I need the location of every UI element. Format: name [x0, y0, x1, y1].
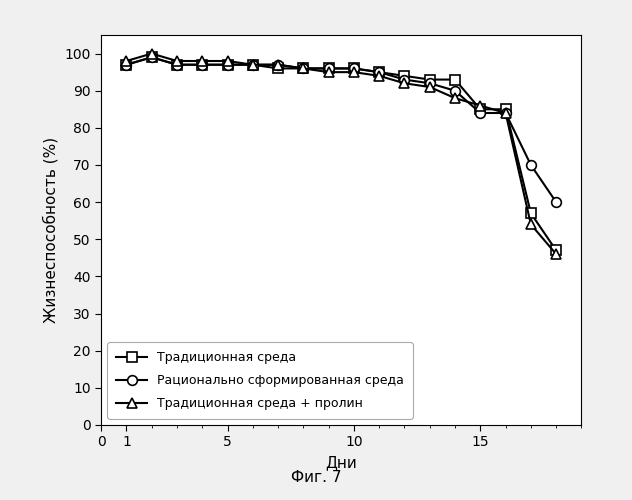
Традиционная среда + пролин — [426, 84, 434, 90]
Традиционная среда + пролин — [224, 58, 231, 64]
Рационально сформированная среда — [300, 66, 307, 71]
Традиционная среда — [552, 248, 560, 254]
Традиционная среда + пролин — [148, 50, 155, 56]
Традиционная среда + пролин — [350, 69, 358, 75]
Line: Традиционная среда + пролин: Традиционная среда + пролин — [121, 48, 561, 259]
Традиционная среда — [274, 66, 282, 71]
Традиционная среда + пролин — [552, 251, 560, 257]
Рационально сформированная среда — [350, 66, 358, 71]
Рационально сформированная среда — [325, 66, 332, 71]
Text: Фиг. 7: Фиг. 7 — [291, 470, 341, 485]
Рационально сформированная среда — [451, 88, 459, 94]
Традиционная среда — [401, 73, 408, 79]
Традиционная среда + пролин — [477, 102, 484, 108]
Традиционная среда — [451, 76, 459, 82]
Рационально сформированная среда — [249, 62, 257, 68]
Legend: Традиционная среда, Рационально сформированная среда, Традиционная среда + проли: Традиционная среда, Рационально сформиро… — [107, 342, 413, 419]
Традиционная среда — [375, 69, 383, 75]
Традиционная среда — [502, 106, 509, 112]
Рационально сформированная среда — [552, 199, 560, 205]
Рационально сформированная среда — [224, 62, 231, 68]
Рационально сформированная среда — [375, 69, 383, 75]
Традиционная среда + пролин — [325, 69, 332, 75]
Традиционная среда + пролин — [527, 222, 535, 228]
Традиционная среда + пролин — [375, 73, 383, 79]
X-axis label: Дни: Дни — [325, 455, 357, 470]
Рационально сформированная среда — [401, 76, 408, 82]
Рационально сформированная среда — [148, 54, 155, 60]
Рационально сформированная среда — [123, 62, 130, 68]
Рационально сформированная среда — [477, 110, 484, 116]
Традиционная среда — [350, 66, 358, 71]
Рационально сформированная среда — [426, 80, 434, 86]
Традиционная среда + пролин — [274, 62, 282, 68]
Традиционная среда + пролин — [123, 58, 130, 64]
Традиционная среда + пролин — [401, 80, 408, 86]
Традиционная среда — [249, 62, 257, 68]
Традиционная среда — [148, 54, 155, 60]
Line: Традиционная среда: Традиционная среда — [121, 52, 561, 256]
Традиционная среда + пролин — [451, 95, 459, 101]
Традиционная среда + пролин — [502, 110, 509, 116]
Традиционная среда + пролин — [300, 66, 307, 71]
Традиционная среда — [224, 62, 231, 68]
Традиционная среда — [173, 62, 181, 68]
Традиционная среда + пролин — [198, 58, 206, 64]
Рационально сформированная среда — [274, 62, 282, 68]
Традиционная среда — [477, 106, 484, 112]
Традиционная среда — [123, 62, 130, 68]
Рационально сформированная среда — [502, 110, 509, 116]
Y-axis label: Жизнеспособность (%): Жизнеспособность (%) — [43, 137, 59, 323]
Рационально сформированная среда — [527, 162, 535, 168]
Традиционная среда — [198, 62, 206, 68]
Line: Рационально сформированная среда: Рационально сформированная среда — [121, 52, 561, 207]
Традиционная среда — [527, 210, 535, 216]
Традиционная среда — [300, 66, 307, 71]
Традиционная среда — [426, 76, 434, 82]
Рационально сформированная среда — [198, 62, 206, 68]
Традиционная среда + пролин — [173, 58, 181, 64]
Традиционная среда + пролин — [249, 62, 257, 68]
Традиционная среда — [325, 66, 332, 71]
Рационально сформированная среда — [173, 62, 181, 68]
